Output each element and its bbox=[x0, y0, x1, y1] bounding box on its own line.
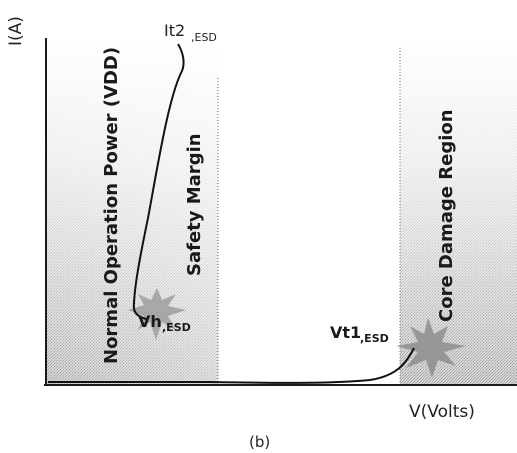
vh-label-main: Vh bbox=[138, 312, 162, 331]
vt1-burst-shape bbox=[396, 318, 466, 378]
it2-label-main: It2 bbox=[164, 21, 185, 40]
vh-burst-shape bbox=[128, 288, 186, 340]
figure-caption: (b) bbox=[249, 433, 270, 451]
vh-label: Vh ,ESD bbox=[138, 312, 191, 334]
x-axis-label: V(Volts) bbox=[409, 402, 475, 422]
vt1-label-sub: ,ESD bbox=[360, 332, 389, 345]
normal-operation-shade bbox=[46, 40, 218, 384]
it2-label-sub: ,ESD bbox=[191, 31, 217, 44]
iv-curve bbox=[132, 43, 185, 320]
core-damage-shade bbox=[400, 40, 517, 384]
normal-operation-label: Normal Operation Power (VDD) bbox=[101, 47, 122, 364]
safety-margin-label: Safety Margin bbox=[184, 133, 205, 276]
holding-current-line bbox=[48, 347, 415, 384]
vh-label-sub: ,ESD bbox=[162, 321, 191, 334]
core-damage-label: Core Damage Region bbox=[436, 109, 457, 322]
y-axis-label: I(A) bbox=[6, 16, 26, 46]
it2-label: It2 ,ESD bbox=[164, 21, 217, 44]
vt1-label: Vt1 ,ESD bbox=[330, 323, 389, 345]
vt1-label-main: Vt1 bbox=[330, 323, 361, 342]
